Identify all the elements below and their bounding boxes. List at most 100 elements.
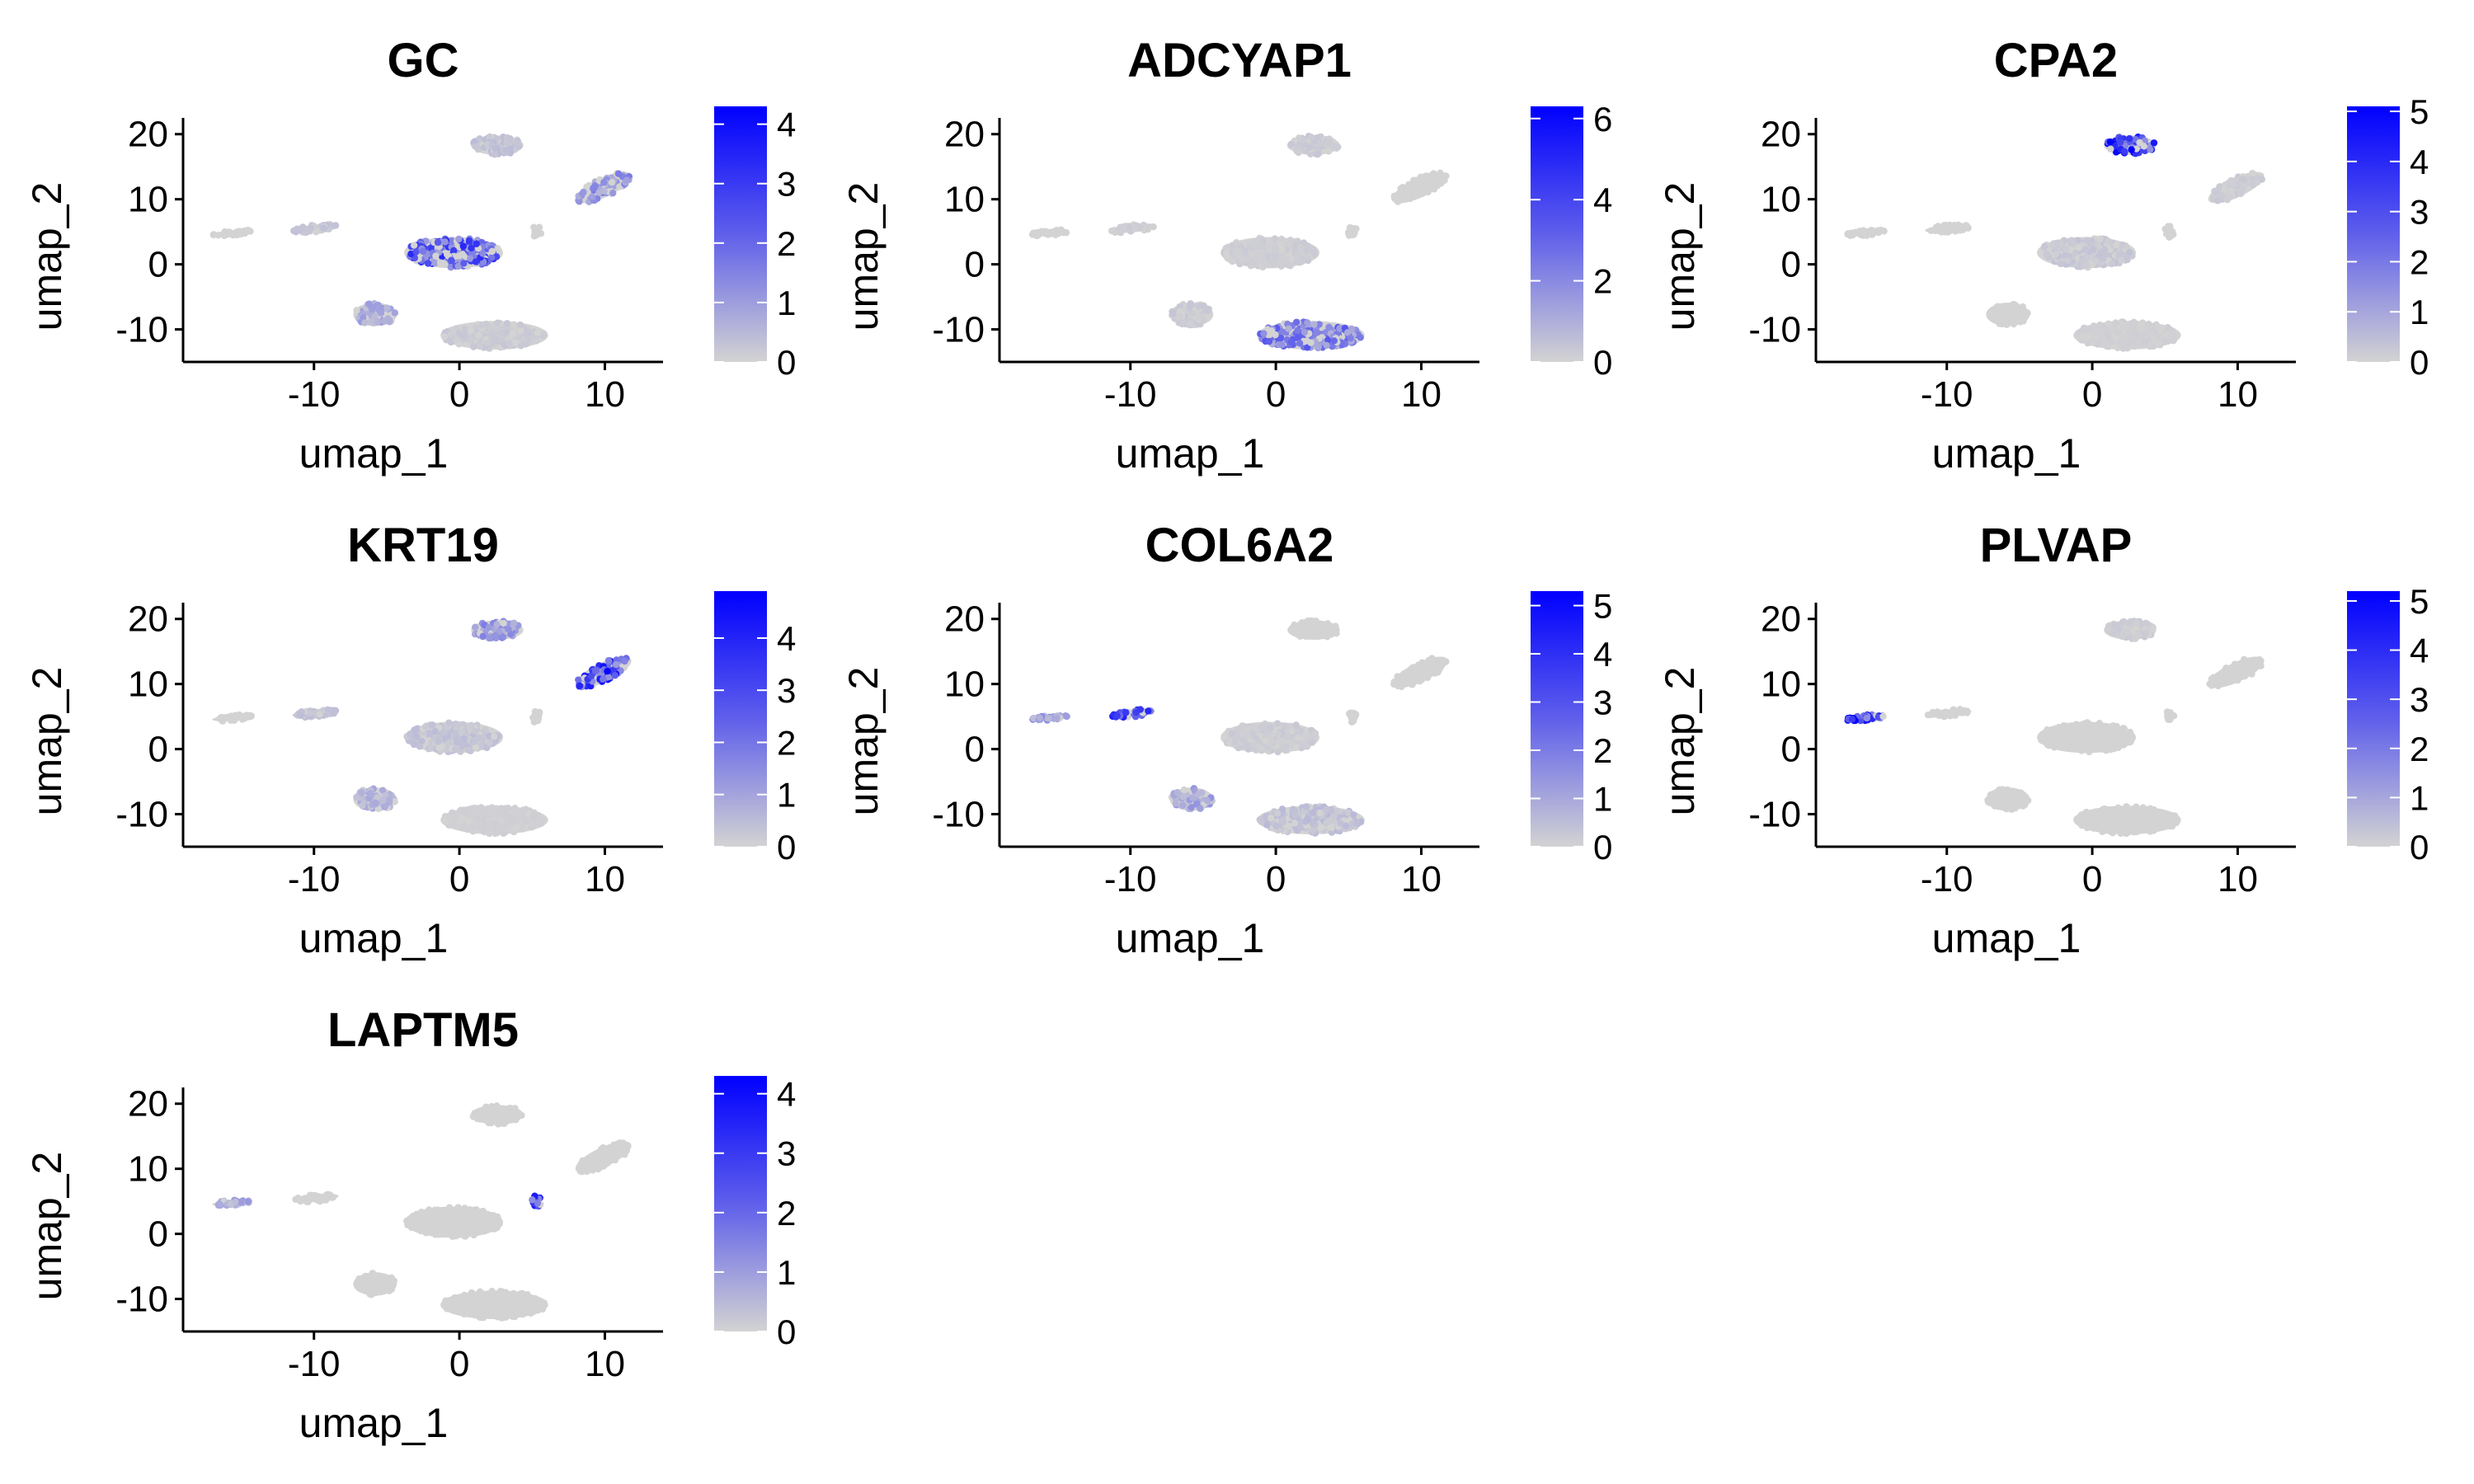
y-tick-label: 20 xyxy=(944,599,985,640)
cell-point xyxy=(232,1198,239,1205)
cell-point xyxy=(2121,148,2128,156)
cell-point xyxy=(2103,814,2110,821)
cell-point xyxy=(2142,619,2150,627)
cell-point xyxy=(1344,809,1352,816)
cell-point xyxy=(1409,681,1416,688)
cluster-2 xyxy=(1390,169,1450,205)
x-tick-label: 0 xyxy=(449,859,469,899)
cell-point xyxy=(1172,800,1180,807)
x-axis-title: umap_1 xyxy=(299,915,449,961)
cell-point xyxy=(2134,632,2142,639)
cluster-7 xyxy=(353,300,399,326)
x-tick-label: 0 xyxy=(2082,859,2102,899)
cell-point xyxy=(537,229,545,237)
cell-point xyxy=(1414,187,1423,195)
cell-point xyxy=(2050,738,2058,745)
cell-point xyxy=(1348,718,1356,726)
cell-point xyxy=(2157,815,2166,824)
cell-point xyxy=(511,805,519,812)
cell-point xyxy=(1411,181,1418,189)
cell-point xyxy=(2119,241,2126,249)
cell-point xyxy=(1260,330,1268,337)
cell-point xyxy=(1187,320,1194,328)
cell-point xyxy=(1312,618,1320,625)
cluster-6 xyxy=(404,235,503,271)
cell-point xyxy=(2248,670,2255,678)
cell-point xyxy=(522,818,530,826)
cell-point xyxy=(1437,169,1444,177)
cell-point xyxy=(1036,714,1044,721)
cell-point xyxy=(2128,819,2137,827)
cell-point xyxy=(2125,248,2133,256)
cell-point xyxy=(1239,722,1246,730)
cell-point xyxy=(1197,805,1204,813)
cluster-1 xyxy=(1286,133,1342,158)
x-tick-label: 0 xyxy=(449,374,469,415)
cluster-6 xyxy=(1221,720,1319,756)
cell-point xyxy=(592,1153,600,1160)
cell-point xyxy=(1999,799,2006,806)
cell-point xyxy=(609,189,617,197)
cluster-6 xyxy=(2037,719,2136,756)
cell-point xyxy=(1045,231,1053,238)
cell-point xyxy=(2106,745,2114,754)
cell-point xyxy=(1174,789,1181,796)
cell-point xyxy=(1264,242,1272,250)
cell-point xyxy=(471,738,478,745)
cluster-6 xyxy=(2037,235,2136,271)
cell-point xyxy=(1282,733,1291,741)
cell-point xyxy=(600,1148,608,1155)
cell-point xyxy=(1330,337,1338,345)
cluster-4 xyxy=(1925,221,1972,236)
cell-point xyxy=(1205,305,1212,313)
cell-point xyxy=(2062,251,2069,259)
cell-point xyxy=(2217,674,2224,682)
cell-point xyxy=(221,228,228,236)
cell-point xyxy=(2161,337,2169,345)
cell-point xyxy=(2128,734,2136,742)
cell-point xyxy=(503,320,511,327)
cell-point xyxy=(623,176,631,184)
cell-point xyxy=(1179,793,1187,801)
cell-point xyxy=(486,134,493,141)
cell-point xyxy=(1296,824,1304,831)
cell-point xyxy=(1310,809,1317,817)
colorbar-tick-label: 2 xyxy=(2410,730,2429,768)
cell-point xyxy=(510,321,518,328)
y-tick-label: 20 xyxy=(1761,115,1801,155)
y-tick-label: -10 xyxy=(1748,795,1801,835)
cell-point xyxy=(472,744,480,752)
cell-point xyxy=(2150,827,2157,834)
cell-point xyxy=(2108,260,2115,268)
cell-point xyxy=(458,728,466,735)
cell-point xyxy=(1309,739,1316,746)
cell-point xyxy=(2099,333,2106,341)
colorbar-gradient xyxy=(714,106,767,362)
colorbar-tick-label: 2 xyxy=(1593,262,1612,301)
cell-point xyxy=(1241,247,1249,255)
cell-point xyxy=(524,335,531,343)
cell-point xyxy=(1343,329,1352,336)
cell-point xyxy=(485,623,493,632)
cell-point xyxy=(1332,622,1339,630)
cell-point xyxy=(2100,805,2107,813)
cell-point xyxy=(523,1308,530,1316)
cell-point xyxy=(498,1115,506,1123)
cell-point xyxy=(1951,228,1959,235)
cell-point xyxy=(1293,250,1301,257)
cell-point xyxy=(491,151,498,158)
cell-point xyxy=(244,1198,252,1205)
cell-point xyxy=(1337,819,1344,827)
cell-point xyxy=(377,309,385,317)
cell-point xyxy=(2124,629,2132,636)
cell-point xyxy=(1225,243,1232,251)
y-tick-label: -10 xyxy=(932,795,985,835)
y-tick-label: 20 xyxy=(944,115,985,155)
cell-point xyxy=(463,825,472,834)
cell-point xyxy=(324,706,332,714)
cell-point xyxy=(460,806,468,814)
panel-title: LAPTM5 xyxy=(327,1003,519,1057)
cell-point xyxy=(1278,805,1286,813)
